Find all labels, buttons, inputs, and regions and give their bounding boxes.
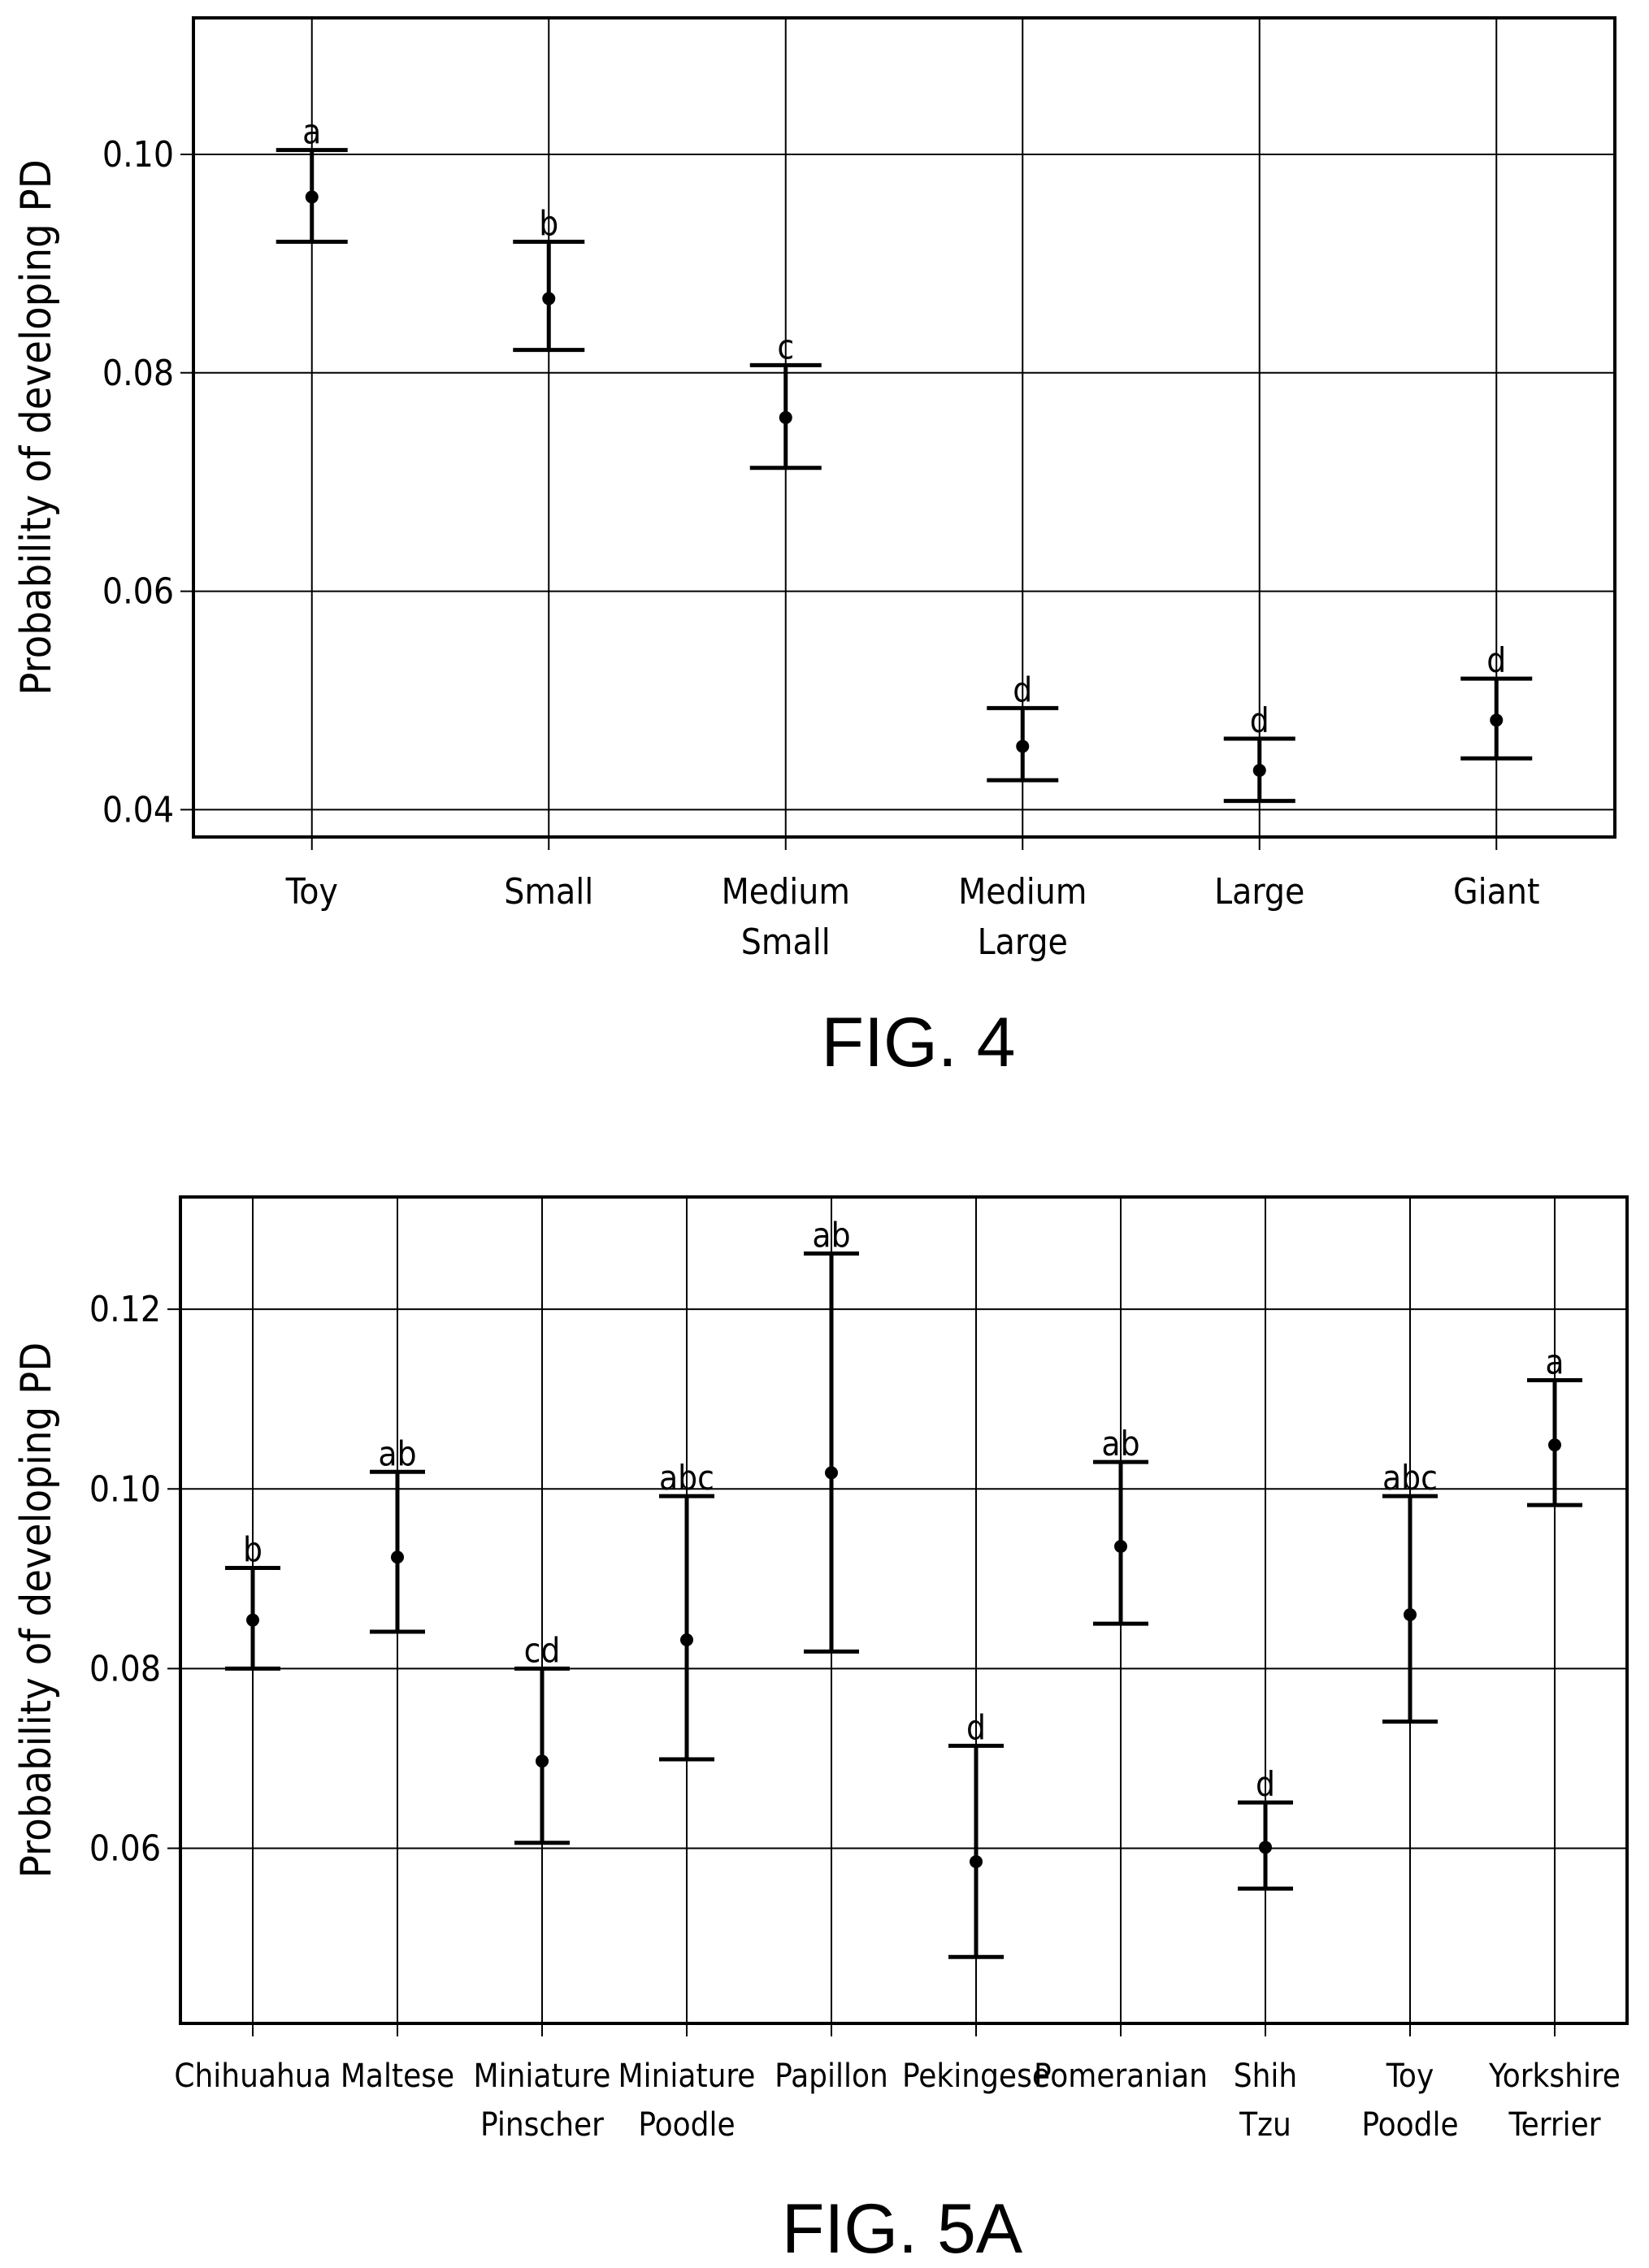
fig5a-group-letter: ab xyxy=(378,1433,416,1473)
fig5a-category-label: Terrier xyxy=(1508,2106,1600,2144)
fig4-group-letter: a xyxy=(302,112,321,152)
fig5a-group-letter: ab xyxy=(812,1216,850,1255)
fig5a-category-label: Shih xyxy=(1234,2058,1297,2095)
fig5a-category-label: Yorkshire xyxy=(1488,2058,1621,2095)
fig4-category-label: Toy xyxy=(285,871,338,913)
fig4-category-label: Small xyxy=(504,871,593,913)
fig4-category-label: Large xyxy=(978,922,1068,963)
fig4-estimate-point xyxy=(1252,764,1266,778)
fig5a-estimate-point xyxy=(825,1466,838,1480)
fig5a-chart: 0.06 0.08 0.10 0.12 b ab cd abc ab d ab d abc a Chihua… xyxy=(12,1195,1629,2268)
fig5a-category-label: Maltese xyxy=(341,2058,454,2095)
fig5a-category-label: Miniature xyxy=(618,2058,756,2095)
fig5a-category-label: Toy xyxy=(1386,2058,1434,2095)
fig5a-estimate-point xyxy=(536,1754,549,1768)
fig4-group-letter: d xyxy=(1013,670,1032,709)
fig5a-ytick-label: 0.12 xyxy=(89,1289,161,1330)
fig4-category-label: Medium xyxy=(958,871,1087,913)
fig5a-estimate-point xyxy=(391,1550,404,1564)
fig5a-category-label: Pinscher xyxy=(480,2106,604,2144)
fig4-estimate-point xyxy=(1016,739,1030,753)
fig4-group-letter: c xyxy=(777,327,794,366)
fig4-estimate-point xyxy=(305,190,319,204)
fig5a-estimate-point xyxy=(680,1633,693,1646)
fig4-category-label: Giant xyxy=(1453,871,1540,913)
fig5a-plot-frame xyxy=(179,1195,1629,2025)
fig5a-category-label: Poodle xyxy=(1361,2106,1458,2144)
fig4-ylabel: Probability of developing PD xyxy=(12,159,61,696)
fig4-category-label: Small xyxy=(741,922,831,963)
fig5a-group-letter: cd xyxy=(524,1630,561,1670)
fig5a-group-letter: abc xyxy=(659,1458,714,1498)
fig5a-estimate-point xyxy=(1259,1841,1272,1854)
fig5a-group-letter: ab xyxy=(1101,1424,1139,1464)
fig5a-group-letter: d xyxy=(1256,1764,1275,1804)
fig5a-group-letter: b xyxy=(243,1530,263,1570)
fig4-plot-frame xyxy=(192,16,1616,839)
fig5a-estimate-point xyxy=(1114,1540,1127,1554)
fig4-figure-label: FIG. 4 xyxy=(822,1004,1016,1082)
fig4-category-label: Large xyxy=(1214,871,1304,913)
fig4-group-letter: d xyxy=(1250,700,1269,740)
fig4-chart: 0.04 0.06 0.08 0.10 a b c d d d Toy Small Medium Smal… xyxy=(12,16,1616,1082)
fig5a-category-label: Poodle xyxy=(638,2106,735,2144)
fig5a-ytick-label: 0.10 xyxy=(89,1468,161,1510)
fig5a-group-letter: a xyxy=(1545,1342,1564,1382)
fig5a-category-label: Chihuahua xyxy=(174,2058,331,2095)
fig5a-estimate-point xyxy=(246,1613,259,1627)
fig4-group-letter: d xyxy=(1486,640,1506,680)
fig5a-ylabel: Probability of developing PD xyxy=(12,1342,61,1879)
fig4-ytick-label: 0.06 xyxy=(102,571,174,613)
fig5a-category-label: Miniature xyxy=(474,2058,611,2095)
fig5a-group-letter: abc xyxy=(1382,1458,1438,1498)
fig5a-figure-label: FIG. 5A xyxy=(782,2190,1023,2268)
fig4-estimate-point xyxy=(1490,713,1504,727)
fig5a-ytick-label: 0.06 xyxy=(89,1828,161,1869)
fig5a-estimate-point xyxy=(1548,1438,1561,1452)
fig4-ytick-label: 0.10 xyxy=(102,134,174,176)
fig5a-group-letter: d xyxy=(966,1707,986,1747)
fig4-estimate-point xyxy=(542,292,556,306)
fig5a-category-label: Pomeranian xyxy=(1034,2058,1208,2095)
fig5a-estimate-point xyxy=(1404,1608,1417,1622)
fig4-ytick-label: 0.04 xyxy=(102,789,174,830)
fig4-group-letter: b xyxy=(539,204,558,244)
fig5a-category-label: Papillon xyxy=(775,2058,888,2095)
fig4-estimate-point xyxy=(779,410,792,424)
fig4-category-label: Medium xyxy=(722,871,850,913)
fig5a-estimate-point xyxy=(970,1855,983,1869)
fig5a-ytick-label: 0.08 xyxy=(89,1648,161,1689)
fig5a-category-label: Tzu xyxy=(1239,2106,1291,2144)
fig4-ytick-label: 0.08 xyxy=(102,353,174,394)
fig5a-category-label: Pekingese xyxy=(902,2058,1050,2095)
